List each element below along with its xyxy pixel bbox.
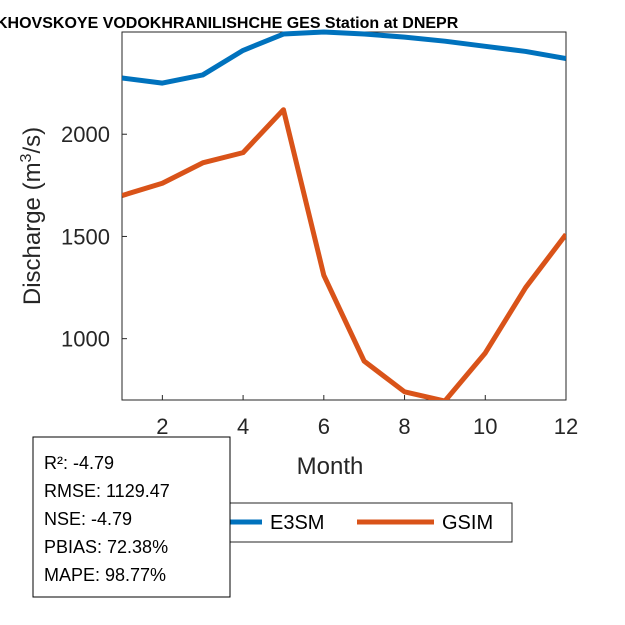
chart-title: KHOVSKOYE VODOKHRANILISHCHE GES Station … bbox=[0, 15, 459, 32]
legend-label-e3sm: E3SM bbox=[270, 512, 324, 534]
y-axis-ticks: 1000 1500 2000 bbox=[61, 122, 127, 352]
y-axis-label: Discharge (m3/s) bbox=[18, 127, 46, 305]
x-axis-label: Month bbox=[297, 453, 364, 480]
plot-area bbox=[121, 31, 567, 401]
legend: E3SM GSIM bbox=[209, 502, 513, 543]
stat-mape: MAPE: 98.77% bbox=[44, 565, 166, 585]
x-tick-label: 8 bbox=[398, 414, 410, 439]
y-axis-label-superscript: 3 bbox=[18, 153, 35, 162]
y-tick-label: 2000 bbox=[61, 122, 110, 147]
x-tick-label: 4 bbox=[237, 414, 249, 439]
legend-label-gsim: GSIM bbox=[442, 512, 493, 534]
y-tick-label: 1000 bbox=[61, 327, 110, 352]
x-tick-label: 10 bbox=[473, 414, 497, 439]
y-axis-label-suffix: /s) bbox=[19, 127, 46, 154]
stat-rmse: RMSE: 1129.47 bbox=[44, 481, 170, 501]
series-layer bbox=[122, 29, 566, 400]
x-tick-label: 6 bbox=[318, 414, 330, 439]
stat-pbias: PBIAS: 72.38% bbox=[44, 537, 168, 557]
x-tick-label: 2 bbox=[156, 414, 168, 439]
stats-box: R²: -4.79 RMSE: 1129.47 NSE: -4.79 PBIAS… bbox=[32, 436, 231, 598]
y-tick-label: 1500 bbox=[61, 224, 110, 249]
series-line-gsim bbox=[122, 107, 566, 400]
stats-box-frame bbox=[32, 436, 231, 598]
stat-nse: NSE: -4.79 bbox=[44, 509, 132, 529]
y-axis-label-prefix: Discharge (m bbox=[19, 162, 46, 305]
stat-r2: R²: -4.79 bbox=[44, 453, 114, 473]
x-tick-label: 12 bbox=[554, 414, 578, 439]
x-axis-ticks: 2 4 6 8 10 12 bbox=[156, 395, 578, 439]
series-line-e3sm bbox=[122, 29, 566, 86]
